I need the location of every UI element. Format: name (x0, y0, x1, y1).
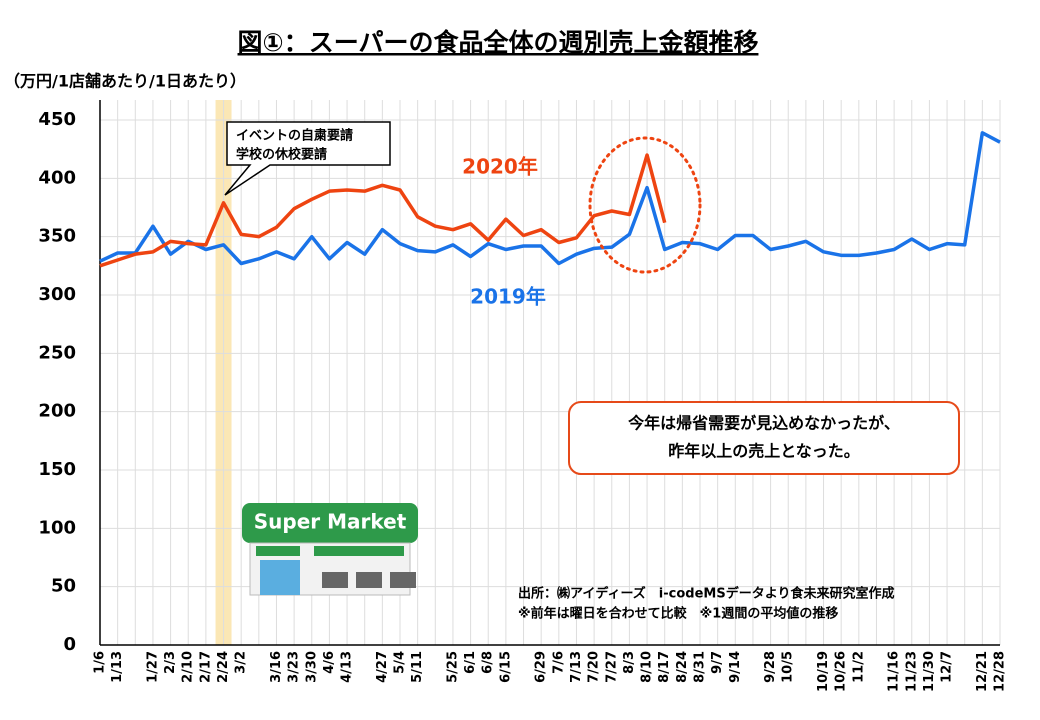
sign (242, 503, 418, 543)
door (260, 560, 300, 595)
x-tick-label: 12/21 (975, 651, 990, 692)
x-tick-label: 3/23 (287, 651, 302, 683)
x-tick-label: 8/17 (657, 651, 672, 683)
y-tick-label: 300 (38, 284, 76, 305)
cart (390, 572, 416, 588)
x-tick-label: 9/7 (710, 651, 725, 674)
x-tick-label: 10/5 (781, 651, 796, 683)
x-tick-label: 6/29 (534, 651, 549, 683)
x-tick-label: 8/10 (640, 651, 655, 683)
x-tick-label: 5/4 (393, 651, 408, 674)
source-note: 出所：㈱アイディーズ i-codeMSデータより食未来研究室作成 (518, 586, 894, 602)
y-axis-label: （万円/1店舗あたり/1日あたり） (4, 72, 246, 91)
x-tick-label: 10/26 (834, 651, 849, 692)
x-tick-label: 3/30 (304, 651, 319, 683)
highlight-ellipse (588, 136, 702, 274)
series-line (99, 153, 667, 268)
x-tick-label: 11/30 (922, 651, 937, 692)
x-tick-label: 4/6 (322, 651, 337, 674)
x-tick-label: 6/1 (463, 651, 478, 674)
x-tick-label: 9/28 (763, 651, 778, 683)
y-tick-label: 0 (63, 634, 76, 655)
y-tick-label: 100 (38, 517, 76, 538)
x-tick-label: 8/24 (675, 651, 690, 683)
x-tick-label: 3/2 (234, 651, 249, 674)
x-tick-label: 10/19 (816, 651, 831, 692)
x-tick-label: 7/13 (569, 651, 584, 683)
message-box (568, 401, 960, 475)
y-tick-label: 50 (51, 576, 76, 597)
x-tick-label: 2/17 (198, 651, 213, 683)
x-tick-label: 8/31 (693, 651, 708, 683)
x-tick-label: 11/2 (851, 651, 866, 683)
x-tick-label: 7/27 (604, 651, 619, 683)
annotations: イベントの自粛要請 学校の休校要請 今年は帰省需要が見込めなかったが、 昨年以上… (224, 121, 960, 622)
x-tick-label: 1/6 (93, 651, 108, 674)
cart (356, 572, 382, 588)
x-tick-label: 2/24 (216, 651, 231, 683)
x-tick-label: 6/15 (498, 651, 513, 683)
x-tick-label: 3/16 (269, 651, 284, 683)
y-tick-label: 350 (38, 226, 76, 247)
x-tick-label: 11/23 (904, 651, 919, 692)
series-label: 2020年 (462, 155, 538, 179)
callout-box (224, 121, 391, 196)
y-tick-label: 200 (38, 401, 76, 422)
supermarket-illustration: Super Market (242, 503, 418, 596)
x-tick-label: 5/11 (410, 651, 425, 683)
series-label: 2019年 (470, 285, 546, 309)
source-note: ※前年は曜日を合わせて比較 ※1週間の平均値の推移 (518, 606, 838, 622)
series-line (99, 131, 1001, 266)
x-tick-label: 4/27 (375, 651, 390, 683)
x-tick-label: 12/7 (940, 651, 955, 683)
chart-title: 図①：スーパーの食品全体の週別売上金額推移 (238, 28, 759, 57)
y-tick-label: 400 (38, 167, 76, 188)
y-tick-label: 250 (38, 342, 76, 363)
x-tick-label: 8/3 (622, 651, 637, 674)
x-tick-label: 2/3 (163, 651, 178, 674)
callout-text: 学校の休校要請 (236, 147, 327, 163)
x-tick-label: 11/16 (887, 651, 902, 692)
x-tick-label: 1/27 (145, 651, 160, 683)
x-tick-label: 7/6 (551, 651, 566, 674)
message-text: 昨年以上の売上となった。 (668, 442, 860, 461)
x-tick-label: 4/13 (340, 651, 355, 683)
x-tick-label: 1/13 (110, 651, 125, 683)
y-tick-label: 450 (38, 109, 76, 130)
awning (314, 546, 404, 556)
callout-text: イベントの自粛要請 (236, 128, 353, 144)
sign-text: Super Market (254, 510, 407, 534)
x-tick-label: 12/28 (993, 651, 1008, 692)
message-text: 今年は帰省需要が見込めなかったが、 (627, 414, 900, 433)
cart (322, 572, 348, 588)
awning (256, 546, 300, 556)
x-tick-label: 9/14 (728, 651, 743, 683)
x-tick-label: 6/8 (481, 651, 496, 674)
y-tick-label: 150 (38, 459, 76, 480)
x-tick-label: 7/20 (587, 651, 602, 683)
x-tick-label: 2/10 (181, 651, 196, 683)
x-tick-label: 5/25 (445, 651, 460, 683)
